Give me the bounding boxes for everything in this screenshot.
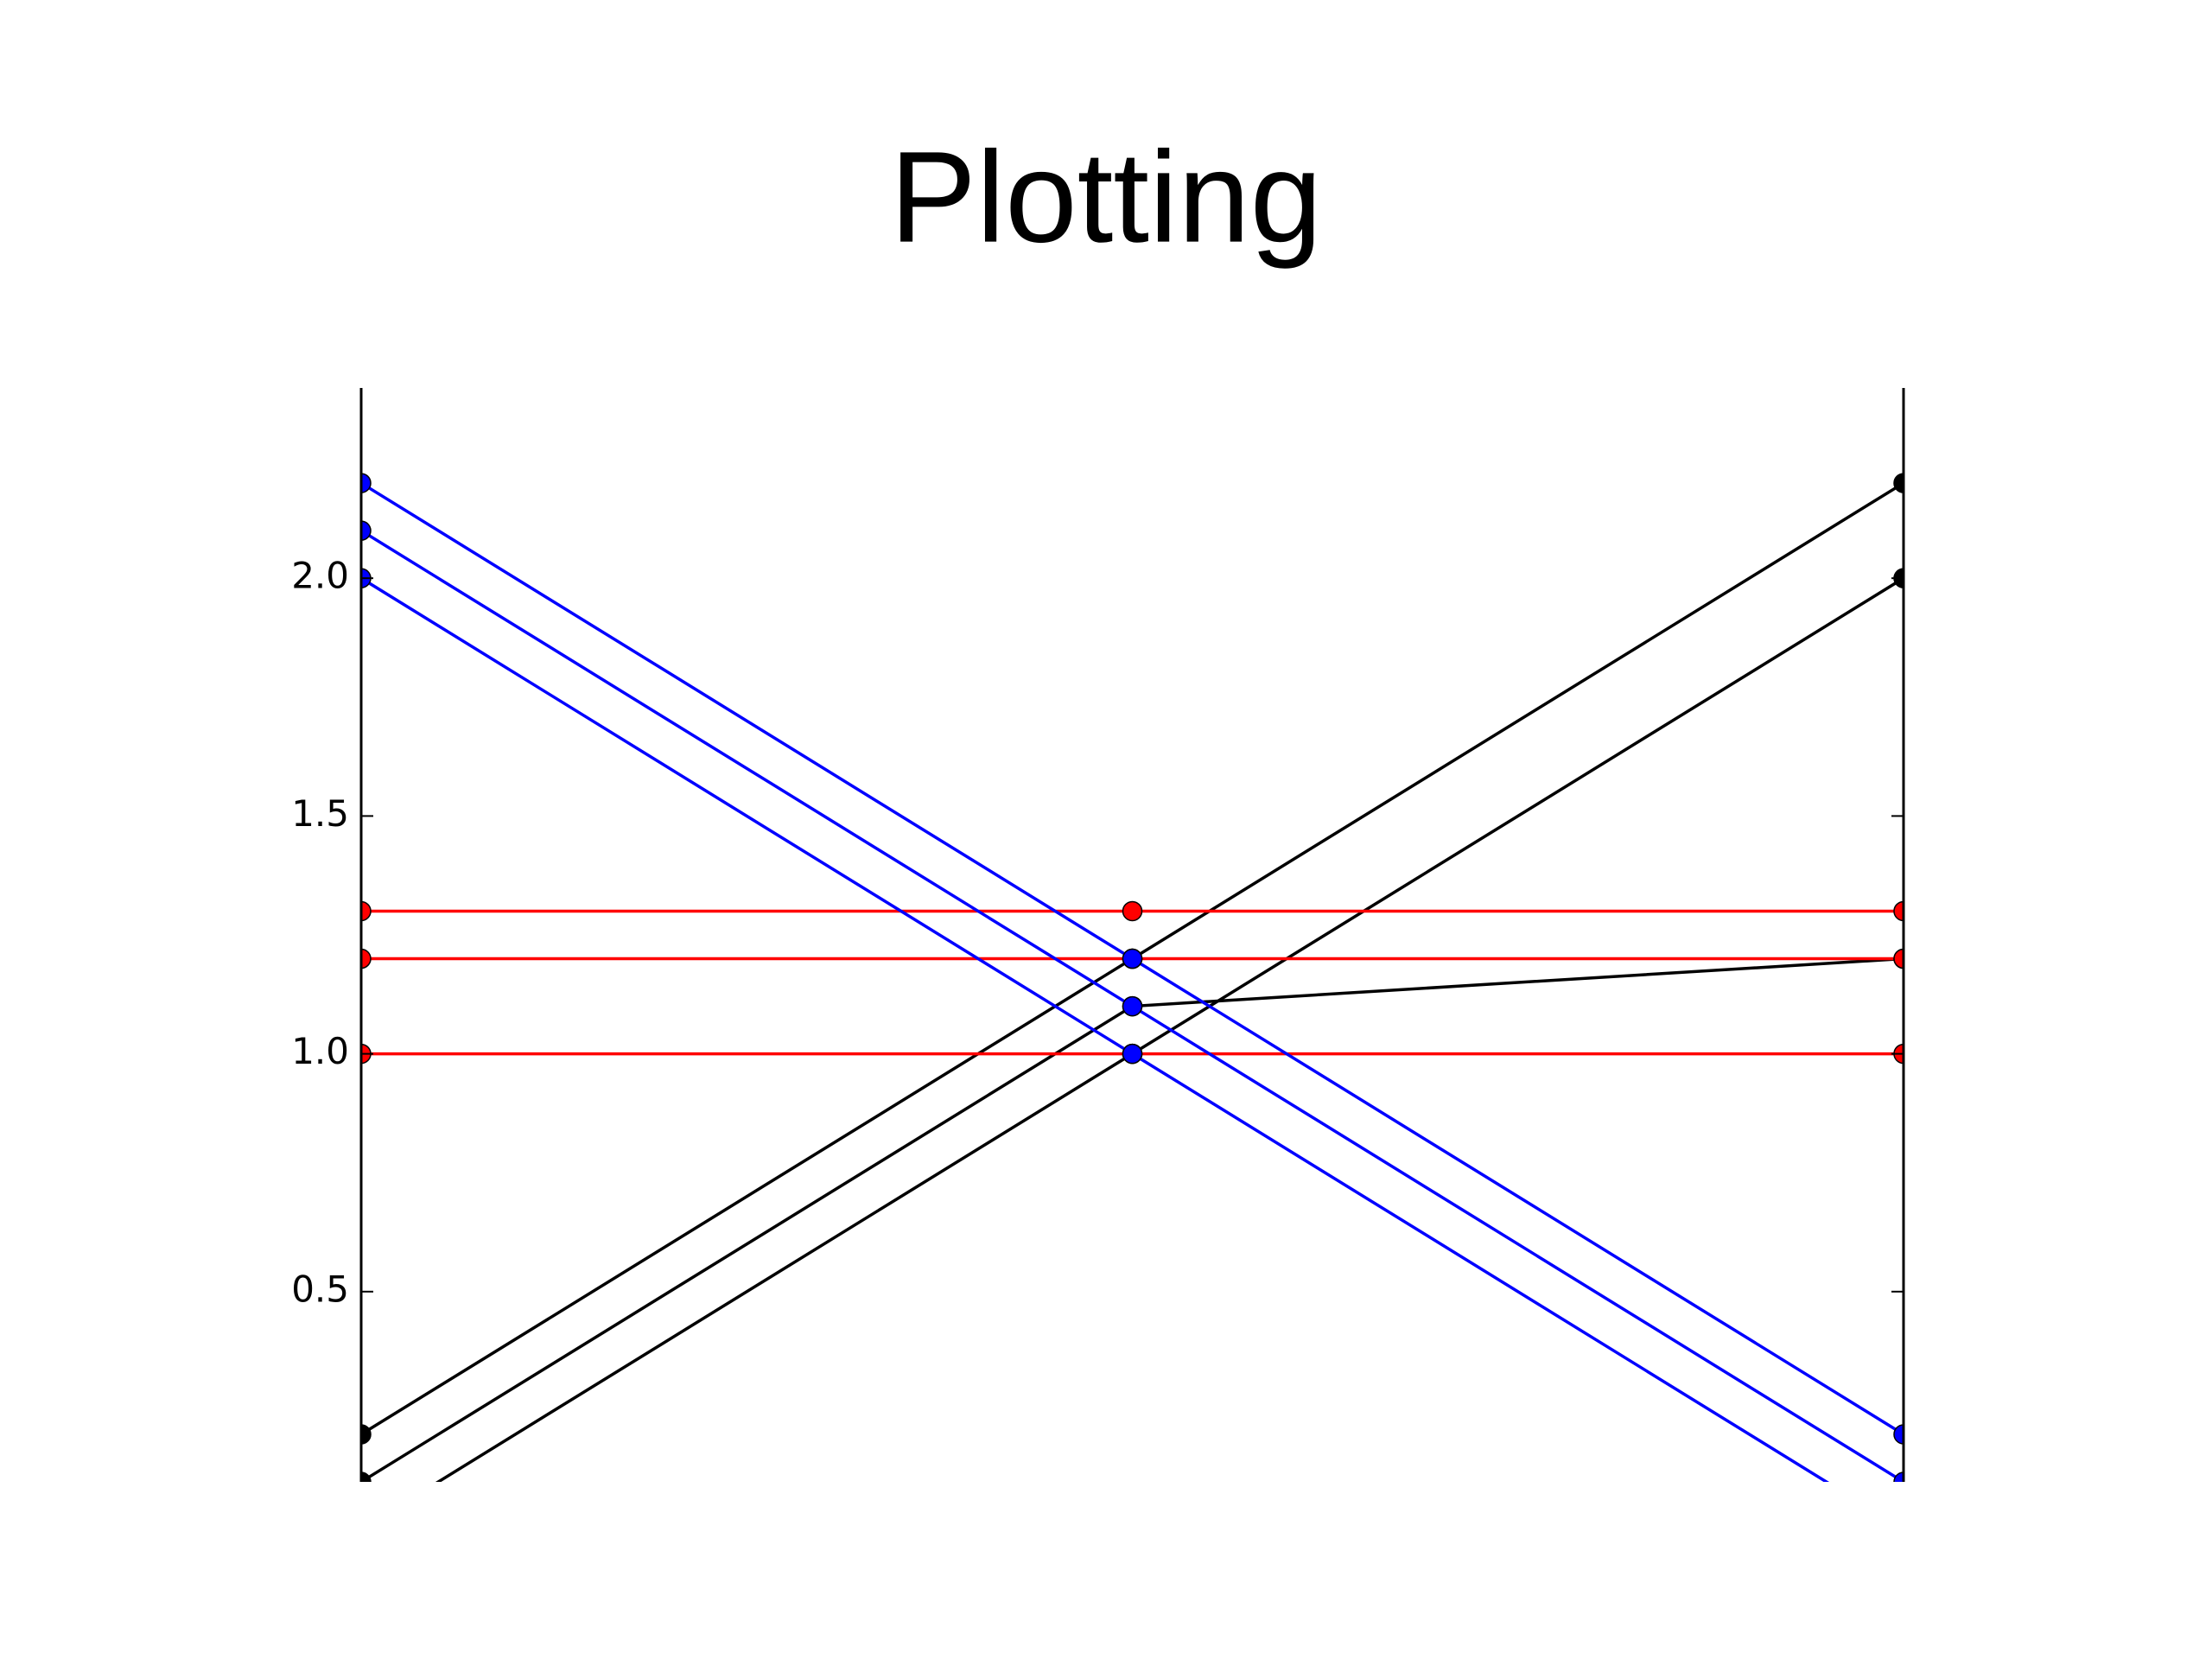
point-marker [1893, 1471, 1904, 1482]
point-marker [1122, 948, 1143, 969]
point-marker [1122, 995, 1143, 1017]
point-marker [361, 1424, 372, 1445]
plot-area [352, 473, 1913, 1539]
point-marker [361, 520, 372, 541]
point-marker [1893, 1424, 1904, 1445]
point-marker [1893, 473, 1904, 493]
axes: 0.5 1.0 1.5 2.0 [291, 388, 1905, 1482]
point-marker [1122, 900, 1143, 922]
y-tick-label: 1.5 [291, 792, 349, 835]
y-tick-label: 2.0 [291, 555, 349, 597]
point-marker [1122, 1043, 1143, 1065]
y-tick-label: 1.0 [291, 1030, 349, 1072]
point-marker [1894, 1520, 1913, 1539]
point-marker [1893, 948, 1904, 969]
y-tick-label: 0.5 [291, 1268, 349, 1310]
point-marker [361, 1471, 372, 1482]
point-marker [361, 900, 372, 922]
point-marker [1893, 900, 1904, 922]
point-marker [352, 1520, 371, 1539]
point-marker [361, 473, 372, 493]
point-marker [361, 948, 372, 969]
chart-title: Plotting [890, 124, 1322, 270]
series-line [361, 957, 1904, 1482]
